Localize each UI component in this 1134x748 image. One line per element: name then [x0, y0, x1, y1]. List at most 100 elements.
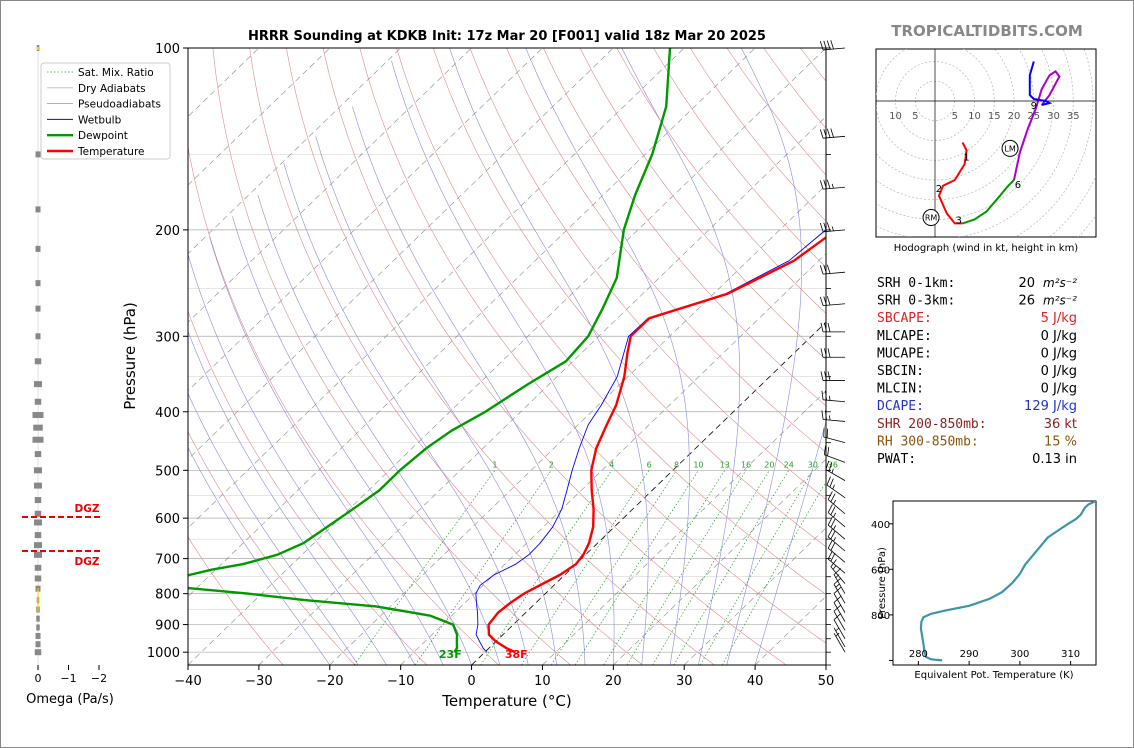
omega-panel: DGZ DGZ 0 −1 −2: [22, 45, 107, 685]
skewt-background-lines: [188, 48, 826, 665]
storm-motion-marker: [922, 209, 940, 227]
mix-ratio-line: [699, 470, 814, 665]
x-tick-label: 10: [534, 674, 551, 689]
dry-adiabat: [249, 48, 643, 665]
y-tick-label: 900: [155, 619, 180, 634]
hodo-segment: [962, 179, 1015, 225]
wind-barb: [827, 539, 846, 563]
y-tick-label: 300: [155, 330, 180, 345]
x-tick-label: −30: [245, 674, 272, 689]
stat-label: SHR 200-850mb:: [877, 417, 987, 432]
mix-ratio-line: [521, 470, 650, 665]
dry-adiabat: [616, 48, 826, 314]
wetbulb-line: [475, 228, 826, 653]
stat-label: DCAPE:: [877, 399, 924, 414]
hodo-segment: [1028, 61, 1053, 106]
mix-ratio-label: 36: [828, 460, 838, 469]
mix-ratio-label: 24: [784, 460, 794, 469]
omega-bar: [34, 467, 42, 474]
moist-adiabat: [525, 48, 690, 665]
omega-top-marker: [37, 47, 40, 50]
hodo-height-label: 2: [936, 184, 942, 195]
hodo-height-label: 3: [956, 216, 962, 227]
dry-adiabat: [579, 48, 826, 360]
stat-label: PWAT:: [877, 452, 916, 467]
moist-adiabat: [188, 446, 331, 665]
dry-adiabat: [286, 48, 715, 665]
mix-ratio-line: [652, 470, 770, 665]
mix-ratio-label: 1: [492, 460, 497, 469]
wind-barb: [819, 296, 846, 307]
hodo-ring-label: 10: [889, 111, 902, 122]
mix-ratio-label: 30: [808, 460, 818, 469]
stat-value: 0 J/kg: [1041, 346, 1077, 361]
surface-temp-label: 38F: [505, 648, 528, 661]
omega-bar: [33, 424, 43, 431]
omega-bar: [35, 151, 41, 158]
omega-tick-label: −2: [91, 672, 107, 685]
isotherm: [258, 116, 826, 665]
dry-adiabat: [188, 145, 499, 665]
omega-bar: [34, 451, 42, 458]
hodo-height-label: 9: [1031, 101, 1037, 112]
dgz-label: DGZ: [75, 556, 100, 568]
wind-barb: [827, 491, 846, 515]
wind-barb: [827, 504, 846, 528]
storm-motion-marker: [1001, 139, 1019, 157]
omega-bar: [34, 575, 42, 582]
stat-value: 0 J/kg: [1041, 382, 1077, 397]
mix-ratio-line: [550, 470, 677, 665]
wind-barb: [819, 222, 846, 233]
wind-barb: [833, 613, 846, 639]
skewt-profiles: [188, 48, 826, 654]
wind-barb: [819, 128, 846, 139]
stat-value: 36 kt: [1044, 417, 1077, 432]
wind-barb: [821, 390, 846, 403]
theta-e-y-tick-label: 600: [871, 565, 890, 576]
omega-bar: [34, 532, 42, 539]
x-tick-label: −20: [316, 674, 343, 689]
hodo-ring-label: 30: [1047, 111, 1060, 122]
wind-barb: [821, 410, 846, 422]
y-tick-label: 200: [155, 224, 180, 239]
hodo-ring-label: 25: [1027, 111, 1040, 122]
stat-value: 5 J/kg: [1041, 311, 1077, 326]
omega-tick-label: −1: [60, 672, 76, 685]
skewt-xlabel: Temperature (°C): [441, 692, 571, 710]
dewpoint-line: [188, 48, 672, 653]
mix-ratio-line: [626, 470, 747, 665]
legend-label: Dewpoint: [78, 130, 128, 142]
omega-xlabel: Omega (Pa/s): [26, 692, 114, 707]
y-tick-label: 500: [155, 464, 180, 479]
omega-bar: [35, 632, 41, 639]
wind-barb: [823, 445, 846, 463]
hodograph-xlabel: Hodograph (wind in kt, height in km): [894, 243, 1079, 254]
legend-label: Temperature: [77, 146, 145, 158]
omega-bar: [35, 333, 41, 340]
dgz-label: DGZ: [75, 503, 100, 515]
hodo-ring-label: 5: [912, 111, 918, 122]
theta-e-x-tick-label: 300: [1010, 649, 1029, 660]
hodo-height-label: 1: [963, 152, 969, 163]
stat-value: 0.13 in: [1032, 452, 1077, 467]
hodo-segment: [937, 142, 968, 225]
omega-bar: [34, 649, 42, 656]
omega-bar: [34, 381, 42, 388]
x-tick-label: 20: [605, 674, 622, 689]
hodo-ring-label: 35: [1067, 111, 1080, 122]
omega-bar: [35, 280, 41, 287]
wind-barb: [833, 604, 846, 631]
dry-adiabat: [188, 431, 356, 665]
y-tick-label: 700: [155, 553, 180, 568]
mix-ratio-label: 8: [674, 460, 679, 469]
skewt-ylabel: Pressure (hPa): [121, 302, 139, 410]
stat-label: SBCAPE:: [877, 311, 932, 326]
theta-e-x-tick-label: 310: [1061, 649, 1080, 660]
moist-adiabat: [621, 48, 740, 665]
stat-label: MLCIN:: [877, 382, 924, 397]
hodo-ring-label: 5: [952, 111, 958, 122]
hodograph-frame: [875, 48, 1097, 238]
theta-e-ylabel: Pressure (hPa): [877, 547, 888, 619]
wind-barb: [820, 322, 845, 333]
